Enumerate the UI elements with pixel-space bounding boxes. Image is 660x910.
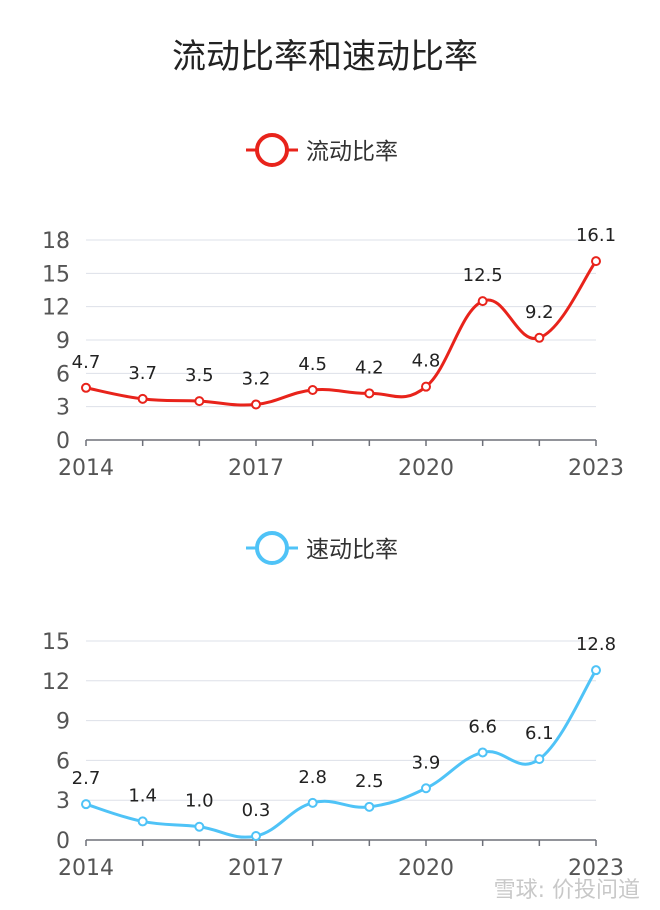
data-label: 0.3 xyxy=(242,800,271,821)
data-label: 6.1 xyxy=(525,723,554,744)
data-point[interactable] xyxy=(477,747,488,758)
data-label: 2.8 xyxy=(298,767,327,788)
data-label: 2.7 xyxy=(72,768,101,789)
data-label: 3.5 xyxy=(185,365,214,386)
series-line xyxy=(85,260,598,407)
legend-label: 流动比率 xyxy=(306,139,398,165)
legend[interactable]: 速动比率 xyxy=(246,531,398,565)
data-label: 4.8 xyxy=(412,351,441,372)
y-tick-label: 12 xyxy=(42,670,70,695)
x-tick-label: 2023 xyxy=(568,856,624,881)
watermark: 雪球: 价投问道 xyxy=(494,878,640,903)
y-tick-label: 12 xyxy=(42,296,70,321)
data-point[interactable] xyxy=(194,396,205,407)
data-point[interactable] xyxy=(364,388,375,399)
y-tick-label: 3 xyxy=(56,789,70,814)
data-point[interactable] xyxy=(421,381,431,392)
data-label: 3.7 xyxy=(128,363,157,384)
y-tick-label: 3 xyxy=(56,396,70,421)
legend-marker xyxy=(255,531,289,565)
x-tick-label: 2017 xyxy=(228,456,284,481)
data-point[interactable] xyxy=(591,665,601,676)
data-point[interactable] xyxy=(251,831,261,842)
x-tick-label: 2014 xyxy=(58,456,114,481)
data-point[interactable] xyxy=(307,797,318,808)
data-label: 6.6 xyxy=(468,716,497,737)
y-tick-label: 6 xyxy=(56,749,70,774)
data-point[interactable] xyxy=(251,399,261,410)
y-tick-label: 6 xyxy=(56,362,70,387)
data-point[interactable] xyxy=(477,296,488,307)
data-point[interactable] xyxy=(591,256,601,267)
data-point[interactable] xyxy=(137,393,148,404)
data-point[interactable] xyxy=(364,801,375,812)
y-tick-label: 15 xyxy=(42,262,70,287)
x-tick-label: 2014 xyxy=(58,856,114,881)
data-point[interactable] xyxy=(307,385,318,395)
data-point[interactable] xyxy=(81,382,91,393)
data-label: 9.2 xyxy=(525,302,554,323)
data-label: 1.4 xyxy=(128,785,157,806)
legend-marker xyxy=(255,133,289,167)
data-label: 2.5 xyxy=(355,771,384,792)
data-point[interactable] xyxy=(421,783,431,794)
x-tick-label: 2023 xyxy=(568,456,624,481)
y-tick-label: 15 xyxy=(42,630,70,655)
y-tick-label: 9 xyxy=(56,329,70,354)
data-label: 12.8 xyxy=(576,634,616,655)
data-label: 3.2 xyxy=(242,368,271,389)
data-label: 4.7 xyxy=(72,352,101,373)
y-tick-label: 0 xyxy=(56,429,70,454)
data-point[interactable] xyxy=(137,816,148,827)
chart-2: 速动比率 0 3 6 9 12 15 2014 2017 2020 2023 2.7 1.4 1.0 0.3… xyxy=(42,531,624,881)
x-tick-label: 2020 xyxy=(398,856,454,881)
legend[interactable]: 流动比率 xyxy=(246,133,398,167)
legend-label: 速动比率 xyxy=(306,537,398,563)
data-point[interactable] xyxy=(534,754,545,765)
data-point[interactable] xyxy=(81,799,91,810)
data-point[interactable] xyxy=(534,332,545,343)
data-label: 16.1 xyxy=(576,225,616,246)
data-point[interactable] xyxy=(194,821,205,832)
series-line xyxy=(85,669,598,839)
chart-1: 流动比率 0 3 6 9 12 15 18 2014 2017 2020 2023 4.7 3.7 3.5 3… xyxy=(42,133,624,481)
chart-title: 流动比率和速动比率 xyxy=(172,37,478,77)
y-tick-label: 9 xyxy=(56,710,70,735)
data-label: 12.5 xyxy=(463,265,503,286)
x-tick-label: 2017 xyxy=(228,856,284,881)
y-tick-label: 18 xyxy=(42,229,70,254)
data-label: 4.2 xyxy=(355,357,384,378)
data-label: 3.9 xyxy=(412,752,441,773)
data-label: 1.0 xyxy=(185,791,214,812)
y-tick-label: 0 xyxy=(56,829,70,854)
data-label: 4.5 xyxy=(298,354,327,375)
x-tick-label: 2020 xyxy=(398,456,454,481)
